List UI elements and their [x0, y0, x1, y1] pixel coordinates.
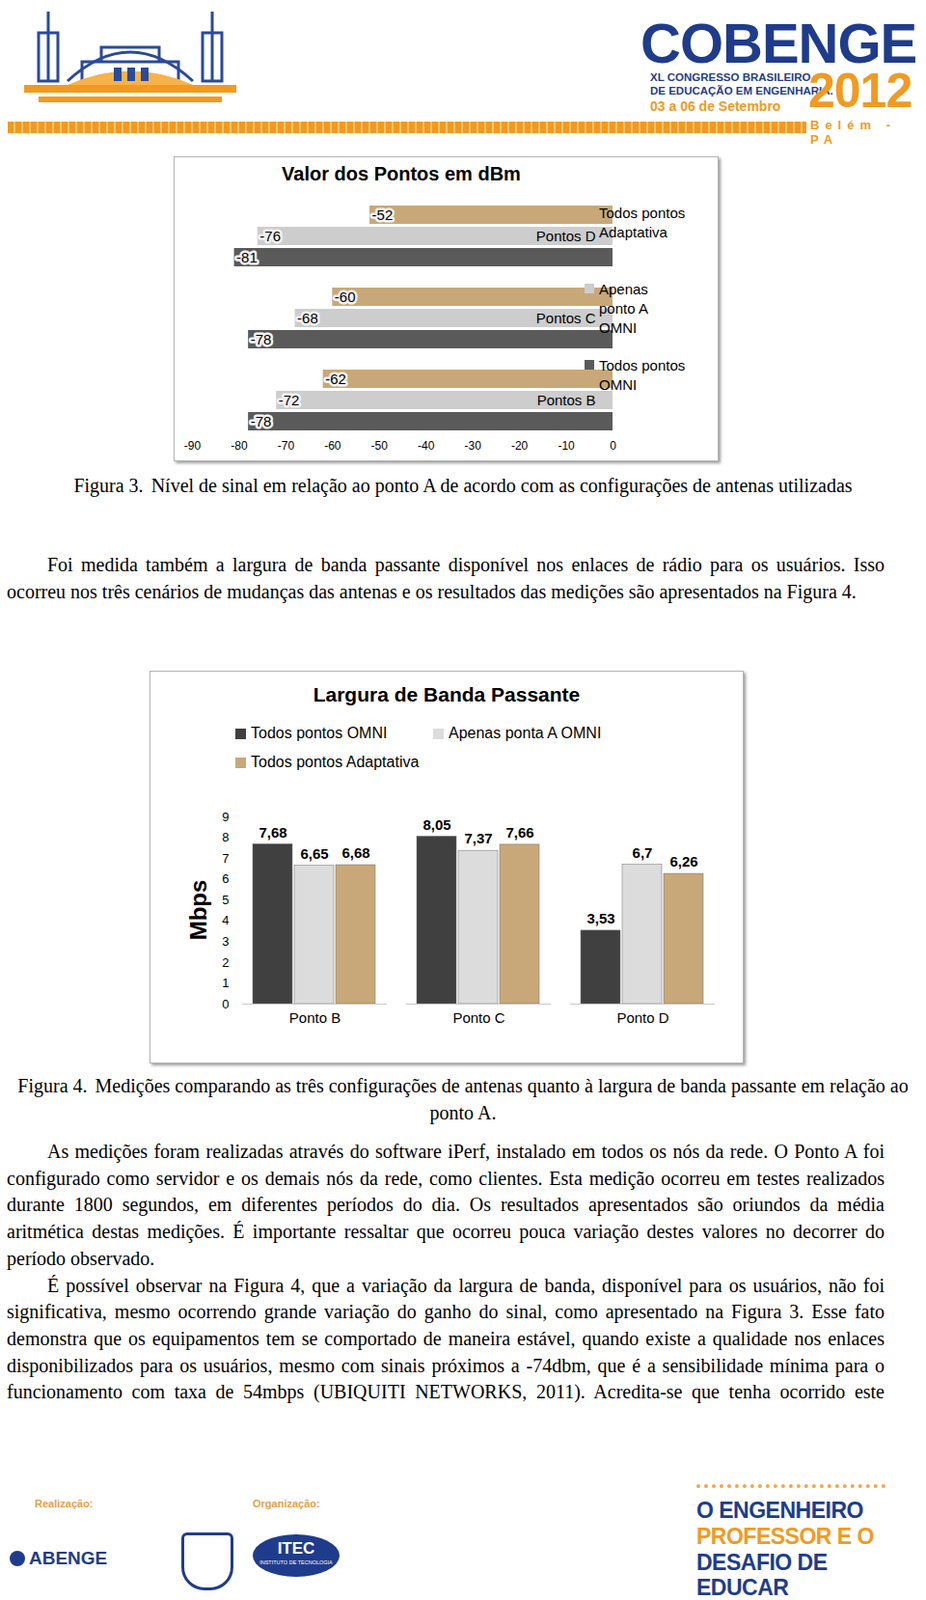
html-text:Figura 4. Medições comparando: Figura 4. Medições comparando as três co…	[17, 1074, 909, 1123]
svg-text:Ponto D: Ponto D	[616, 1008, 669, 1026]
svg-text:Pontos C: Pontos C	[536, 309, 597, 327]
svg-text:4: 4	[221, 912, 229, 927]
html-text:Apenas ponto A OMNI: Apenas ponto A OMNI	[599, 280, 649, 336]
html-text:XL CONGRESSO BRASILEIRO: XL CONGRESSO BRASILEIRO	[650, 71, 811, 83]
svg-text:Ponto C: Ponto C	[452, 1008, 505, 1026]
html-text:ITEC: ITEC	[277, 1538, 315, 1557]
html-text:ABENGE: ABENGE	[28, 1547, 108, 1568]
html-text:Mbps: Mbps	[185, 879, 212, 940]
svg-text:-40: -40	[417, 438, 436, 453]
html-text:DESAFIO DE EDUCAR: DESAFIO DE EDUCAR	[696, 1549, 828, 1600]
svg-text:-81: -81	[236, 248, 258, 266]
svg-text:5: 5	[221, 892, 229, 907]
svg-text:-10: -10	[557, 438, 575, 453]
svg-text:-52: -52	[372, 206, 394, 223]
html-text:DE EDUCAÇÃO EM ENGENHARIA.: DE EDUCAÇÃO EM ENGENHARIA.	[650, 84, 834, 97]
html-text:Figura 3. Nível de sinal em re: Figura 3. Nível de sinal em relação ao p…	[73, 474, 853, 496]
svg-text:0: 0	[609, 438, 617, 453]
svg-text:8: 8	[221, 829, 229, 845]
svg-text:3,53: 3,53	[586, 909, 615, 926]
svg-text:6,26: 6,26	[669, 852, 698, 870]
html-text:Valor dos Pontos em dBm: Valor dos Pontos em dBm	[281, 163, 521, 185]
html-text:03 a 06 de Setembro: 03 a 06 de Setembro	[650, 98, 781, 114]
svg-text:-60: -60	[334, 288, 356, 305]
html-text:Apenas ponta A OMNI: Apenas ponta A OMNI	[448, 724, 602, 741]
html-text:COBENGE: COBENGE	[640, 11, 917, 75]
html-text:2012: 2012	[808, 63, 912, 118]
svg-text:Pontos D: Pontos D	[536, 227, 597, 245]
html-text:É possível observar na Figura: É possível observar na Figura 4, que a v…	[6, 1273, 885, 1402]
html-text:Todos pontos OMNI: Todos pontos OMNI	[599, 356, 686, 393]
svg-text:Pontos B: Pontos B	[537, 391, 597, 409]
svg-text:6,68: 6,68	[341, 844, 370, 861]
html-text:Largura de Banda Passante: Largura de Banda Passante	[313, 682, 581, 706]
svg-text:-78: -78	[250, 412, 273, 430]
svg-text:0: 0	[221, 996, 229, 1011]
html-text:Belém - PA: Belém - PA	[810, 117, 897, 147]
svg-text:Ponto B: Ponto B	[289, 1008, 341, 1026]
svg-text:-72: -72	[278, 391, 300, 409]
svg-text:9: 9	[221, 809, 229, 824]
html-text:Foi medida também a largura de: Foi medida também a largura de banda pas…	[6, 553, 885, 602]
html-text:INSTITUTO DE TECNOLOGIA: INSTITUTO DE TECNOLOGIA	[259, 1558, 333, 1565]
html-text:Realização:: Realização:	[34, 1497, 94, 1509]
svg-text:8,05: 8,05	[422, 816, 451, 833]
html-text:As medições foram realizadas a: As medições foram realizadas através do …	[6, 1140, 885, 1269]
svg-text:7,37: 7,37	[463, 829, 492, 846]
html-text:Organização:: Organização:	[252, 1497, 320, 1509]
svg-text:-90: -90	[184, 438, 202, 453]
svg-text:6,65: 6,65	[299, 844, 328, 862]
svg-text:-30: -30	[463, 438, 482, 453]
svg-text:7,68: 7,68	[258, 823, 287, 841]
html-text:O ENGENHEIRO: O ENGENHEIRO	[696, 1497, 864, 1523]
html-text:Todos pontos Adaptativa: Todos pontos Adaptativa	[250, 753, 420, 770]
svg-text:7: 7	[221, 850, 229, 866]
svg-text:7,66: 7,66	[505, 823, 534, 841]
svg-text:3: 3	[221, 933, 229, 949]
svg-text:-76: -76	[259, 227, 281, 245]
svg-text:1: 1	[221, 975, 229, 990]
svg-text:-78: -78	[250, 330, 273, 348]
svg-text:-62: -62	[325, 370, 347, 387]
svg-text:-80: -80	[230, 438, 248, 453]
html-text:Todos pontos OMNI: Todos pontos OMNI	[250, 724, 388, 741]
svg-text:-70: -70	[277, 438, 296, 453]
svg-text:-20: -20	[511, 438, 529, 453]
svg-text:-60: -60	[324, 438, 342, 453]
html-text:Todos pontos Adaptativa: Todos pontos Adaptativa	[599, 204, 686, 241]
svg-text:6,7: 6,7	[632, 844, 654, 861]
html-text:PROFESSOR E O: PROFESSOR E O	[696, 1523, 874, 1549]
svg-text:-50: -50	[371, 438, 389, 453]
svg-text:6: 6	[221, 871, 229, 886]
svg-text:-68: -68	[297, 309, 319, 327]
svg-text:2: 2	[221, 954, 229, 970]
